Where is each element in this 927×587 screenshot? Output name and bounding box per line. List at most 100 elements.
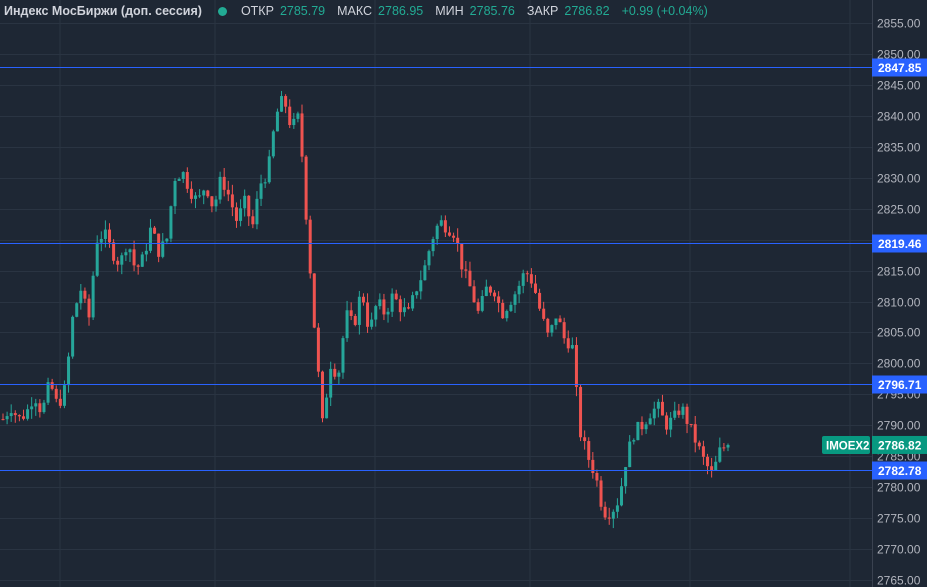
candle-body	[9, 413, 13, 417]
candle-body	[505, 310, 509, 319]
close-label: ЗАКР	[526, 4, 559, 18]
y-tick-label: 2775.00	[877, 512, 921, 526]
price-level-label-bg	[872, 375, 927, 394]
candle-body	[644, 424, 648, 430]
open-label: ОТКР	[240, 4, 274, 18]
candle-body	[177, 178, 181, 181]
candle-body	[255, 198, 259, 225]
candles-group	[1, 90, 730, 529]
candle-body	[54, 388, 58, 399]
candle-body	[312, 273, 316, 328]
candle-body	[366, 302, 370, 327]
candle-body	[271, 131, 275, 157]
candle-body	[501, 302, 505, 319]
candle-body	[411, 295, 415, 309]
candle-body	[620, 486, 624, 506]
candle-body	[538, 292, 542, 309]
candle-body	[685, 406, 689, 424]
y-tick-label: 2850.00	[877, 48, 921, 62]
candle-body	[374, 306, 378, 320]
candle-body	[607, 517, 611, 519]
candle-body	[587, 441, 591, 460]
candle-body	[116, 260, 120, 265]
candle-body	[468, 270, 472, 287]
candle-body	[71, 316, 75, 357]
candle-body	[296, 113, 300, 119]
candle-body	[259, 183, 263, 199]
candle-body	[304, 156, 308, 220]
candle-body	[456, 237, 460, 244]
y-tick-label: 2770.00	[877, 543, 921, 557]
candle-body	[42, 402, 46, 413]
candle-body	[222, 176, 226, 190]
candle-body	[611, 511, 615, 519]
candle-body	[128, 249, 132, 253]
y-tick-label: 2835.00	[877, 141, 921, 155]
change-value: +0.99 (+0.04%)	[621, 4, 708, 18]
candle-body	[202, 190, 206, 196]
candle-body	[517, 285, 521, 295]
candle-body	[169, 206, 173, 239]
candle-body	[67, 356, 71, 386]
candle-body	[533, 283, 537, 293]
candle-body	[107, 229, 111, 243]
candle-body	[349, 310, 353, 316]
candle-body	[181, 172, 185, 179]
candle-body	[173, 180, 177, 207]
candle-body	[267, 156, 271, 183]
candle-body	[34, 403, 38, 407]
candle-body	[239, 208, 243, 221]
candle-body	[345, 310, 349, 339]
candle-body	[595, 472, 599, 481]
candle-body	[247, 195, 251, 217]
candle-body	[382, 299, 386, 315]
candle-body	[218, 176, 222, 200]
symbol-tag-bg	[822, 435, 870, 454]
y-tick-label: 2825.00	[877, 203, 921, 217]
candle-body	[615, 505, 619, 512]
candle-body	[99, 238, 103, 243]
y-tick-label: 2855.00	[877, 17, 921, 31]
candle-body	[513, 294, 517, 305]
candle-body	[165, 238, 169, 242]
candle-body	[660, 401, 664, 416]
candle-body	[198, 195, 202, 197]
candle-body	[423, 265, 427, 281]
candle-body	[189, 188, 193, 199]
candle-body	[603, 506, 607, 518]
candle-body	[673, 410, 677, 418]
candle-body	[79, 290, 83, 304]
candle-body	[280, 96, 284, 112]
open-value: 2785.79	[279, 4, 326, 18]
market-status-icon	[217, 6, 227, 16]
candle-body	[701, 446, 705, 457]
price-level-label: 2819.46	[878, 237, 922, 251]
candle-body	[681, 406, 685, 415]
candle-body	[689, 423, 693, 425]
candle-body	[697, 442, 701, 447]
candle-body	[435, 225, 439, 240]
candle-body	[484, 286, 488, 297]
candle-body	[251, 216, 255, 225]
candle-body	[120, 255, 124, 265]
candle-body	[386, 311, 390, 315]
candle-body	[337, 372, 341, 377]
candle-body	[87, 298, 91, 318]
candle-body	[58, 398, 62, 406]
candle-body	[46, 382, 50, 403]
candle-body	[722, 447, 726, 449]
candle-body	[140, 254, 144, 267]
candle-body	[665, 415, 669, 430]
candle-body	[333, 368, 337, 377]
candle-body	[656, 401, 660, 409]
candle-body	[693, 424, 697, 443]
candle-body	[677, 410, 681, 415]
candle-body	[157, 233, 161, 257]
high-value: 2786.95	[378, 4, 424, 18]
candle-body	[472, 286, 476, 303]
y-tick-label: 2845.00	[877, 79, 921, 93]
y-tick-label: 2790.00	[877, 419, 921, 433]
candle-body	[357, 296, 361, 325]
y-tick-label: 2815.00	[877, 265, 921, 279]
